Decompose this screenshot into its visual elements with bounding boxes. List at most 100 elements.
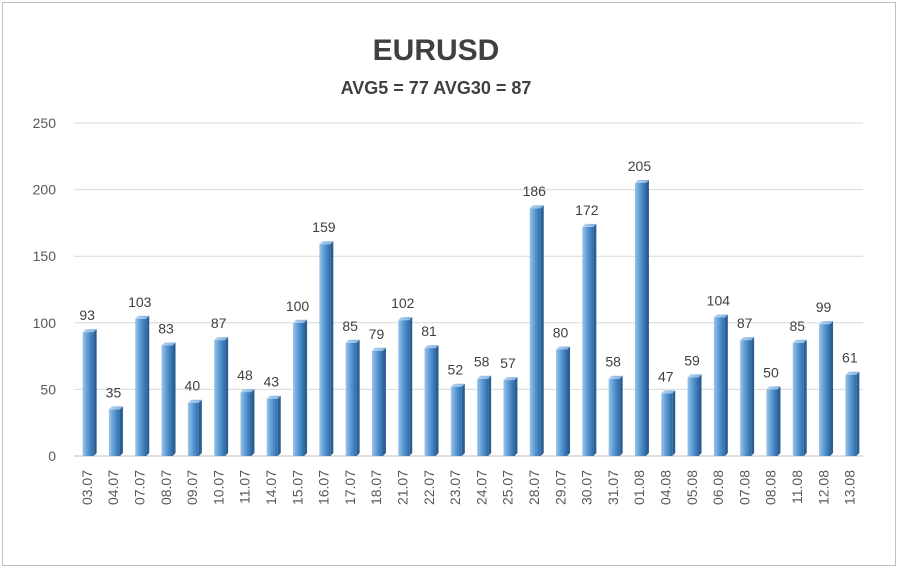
data-label: 100 <box>286 298 310 314</box>
bars <box>82 179 860 456</box>
data-label: 172 <box>575 202 599 218</box>
data-label: 80 <box>553 324 569 340</box>
bar-chart: EURUSD AVG5 = 77 AVG30 = 87 0 50 100 150 200… <box>33 34 863 505</box>
x-tick-label: 13.08 <box>842 470 858 505</box>
x-tick-label: 29.07 <box>552 470 568 505</box>
x-tick-label: 11.08 <box>789 470 805 504</box>
bar <box>187 399 202 456</box>
x-tick-label: 21.07 <box>394 470 410 505</box>
data-label: 93 <box>79 307 95 323</box>
bar <box>766 386 781 456</box>
x-tick-label: 15.07 <box>289 470 305 505</box>
bar <box>293 319 308 456</box>
y-tick-label: 250 <box>33 115 57 131</box>
data-label: 47 <box>658 368 674 384</box>
bar <box>792 339 807 456</box>
data-label: 186 <box>523 183 547 199</box>
x-tick-label: 17.07 <box>342 470 358 505</box>
x-tick-label: 07.08 <box>736 470 752 505</box>
bar <box>529 205 544 456</box>
bar <box>845 371 860 456</box>
y-axis: 0 50 100 150 200 250 <box>33 115 57 464</box>
x-tick-label: 22.07 <box>421 470 437 505</box>
data-labels: 93 35 103 83 40 87 48 43 100 159 85 79 102 81 52 58 57 18… <box>79 158 857 400</box>
x-tick-label: 25.07 <box>500 470 516 505</box>
x-tick-label: 14.07 <box>263 470 279 505</box>
x-tick-label: 23.07 <box>447 470 463 505</box>
x-tick-label: 08.07 <box>158 470 174 505</box>
x-tick-label: 04.08 <box>657 470 673 505</box>
data-label: 58 <box>474 354 490 370</box>
bar <box>266 395 281 456</box>
data-label: 87 <box>211 315 227 331</box>
bar <box>240 389 255 456</box>
y-tick-label: 200 <box>33 182 57 198</box>
data-label: 87 <box>737 315 753 331</box>
y-tick-label: 150 <box>33 248 57 264</box>
x-tick-label: 11.07 <box>237 470 253 504</box>
data-label: 48 <box>237 367 253 383</box>
x-axis: 03.07 04.07 07.07 08.07 09.07 10.07 11.07 14.07… <box>79 470 858 505</box>
data-label: 59 <box>684 352 700 368</box>
bar <box>608 375 623 456</box>
x-tick-label: 12.08 <box>815 470 831 505</box>
gridlines <box>74 122 863 457</box>
data-label: 85 <box>342 318 358 334</box>
bar <box>634 179 649 456</box>
bar <box>82 329 97 456</box>
bar <box>398 317 413 456</box>
data-label: 50 <box>763 364 779 380</box>
bar <box>503 377 518 456</box>
x-tick-label: 24.07 <box>473 470 489 505</box>
bar <box>687 374 702 456</box>
bar <box>424 345 439 456</box>
x-tick-label: 16.07 <box>316 470 332 505</box>
data-label: 85 <box>789 318 805 334</box>
x-tick-label: 31.07 <box>605 470 621 505</box>
x-tick-label: 03.07 <box>79 470 95 505</box>
y-tick-label: 100 <box>33 315 57 331</box>
data-label: 40 <box>185 378 201 394</box>
x-tick-label: 09.07 <box>184 470 200 505</box>
x-tick-label: 08.08 <box>763 470 779 505</box>
x-tick-label: 07.07 <box>131 470 147 505</box>
data-label: 57 <box>500 355 516 371</box>
data-label: 35 <box>106 384 122 400</box>
x-tick-label: 04.07 <box>105 470 121 505</box>
data-label: 205 <box>628 158 652 174</box>
data-label: 103 <box>128 294 152 310</box>
chart-subtitle: AVG5 = 77 AVG30 = 87 <box>341 78 532 98</box>
data-label: 83 <box>158 320 174 336</box>
bar <box>371 347 386 456</box>
data-label: 61 <box>842 350 858 366</box>
x-tick-label: 18.07 <box>368 470 384 505</box>
chart-title: EURUSD <box>373 34 500 67</box>
x-tick-label: 28.07 <box>526 470 542 505</box>
bar <box>819 321 834 456</box>
data-label: 79 <box>369 326 385 342</box>
bar <box>135 315 150 456</box>
data-label: 99 <box>816 299 832 315</box>
bar <box>345 339 360 456</box>
x-tick-label: 05.08 <box>684 470 700 505</box>
bar <box>477 375 492 456</box>
bar <box>713 314 728 456</box>
bar <box>319 241 334 456</box>
bar <box>661 390 676 456</box>
data-label: 43 <box>263 374 279 390</box>
data-label: 81 <box>421 323 437 339</box>
y-tick-label: 50 <box>40 381 56 397</box>
bar <box>161 342 176 456</box>
x-tick-label: 10.07 <box>210 470 226 505</box>
bar <box>108 406 123 456</box>
bar <box>740 337 755 456</box>
data-label: 52 <box>448 362 464 378</box>
data-label: 159 <box>312 219 336 235</box>
data-label: 104 <box>707 292 731 308</box>
data-label: 58 <box>605 354 621 370</box>
y-tick-label: 0 <box>48 448 56 464</box>
x-tick-label: 30.07 <box>579 470 595 505</box>
x-tick-label: 01.08 <box>631 470 647 505</box>
bar <box>450 383 465 456</box>
